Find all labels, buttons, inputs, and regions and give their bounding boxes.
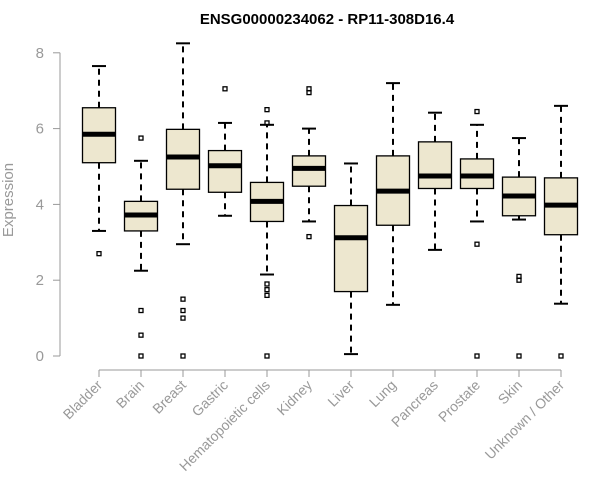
y-tick-label: 6 [36, 121, 44, 138]
y-tick-label: 0 [36, 348, 44, 365]
outlier-point [558, 353, 564, 359]
outlier-point [138, 353, 144, 359]
chart-title: ENSG00000234062 - RP11-308D16.4 [200, 11, 455, 28]
box-iqr [417, 141, 453, 190]
outlier-point [516, 353, 522, 359]
y-axis: 0 2 4 6 8 [36, 45, 61, 365]
outlier-point [180, 353, 186, 359]
y-axis-label: Expression [0, 163, 17, 237]
box-iqr [291, 155, 327, 187]
outlier-point [264, 107, 270, 113]
box-iqr [333, 204, 369, 293]
box-prostate [459, 108, 495, 359]
x-tick-label: Breast [149, 377, 189, 417]
box-liver [333, 162, 369, 356]
y-tick-label: 2 [36, 272, 44, 289]
outlier-point [138, 332, 144, 338]
y-tick-label: 4 [36, 196, 44, 213]
x-tick-label: Pancreas [388, 377, 441, 430]
outlier-point [96, 251, 102, 257]
outlier-point [222, 86, 228, 92]
x-tick-label: Bladder [60, 377, 106, 423]
x-tick-label: Kidney [274, 377, 316, 419]
box-iqr [207, 149, 243, 193]
x-tick-label: Brain [113, 377, 147, 411]
box-bladder [81, 65, 117, 257]
outlier-point [138, 307, 144, 314]
x-tick-label: Unknown / Other [482, 377, 568, 463]
outlier-point [138, 135, 144, 141]
outlier-point [474, 108, 480, 115]
outlier-point [180, 307, 186, 314]
outlier-point [180, 296, 186, 302]
box-kidney [291, 86, 327, 240]
box-brain [123, 135, 159, 359]
outlier-point [264, 287, 270, 293]
boxes [81, 42, 579, 359]
outlier-point [264, 353, 270, 359]
x-tick-label: Liver [324, 377, 357, 410]
outlier-point [474, 241, 480, 247]
x-tick-label: Prostate [435, 377, 483, 425]
outlier-point [264, 120, 270, 126]
outlier-point [264, 292, 270, 299]
outlier-point [474, 353, 480, 359]
outlier-point [180, 315, 186, 321]
x-tick-label: Skin [495, 377, 526, 408]
box-breast [165, 42, 201, 359]
box-lung [375, 82, 411, 306]
outlier-point [306, 233, 312, 240]
outlier-point [516, 277, 522, 283]
x-tick-label: Lung [366, 377, 399, 410]
box-unknown-other [543, 104, 579, 359]
box-skin [501, 137, 537, 359]
box-gastric [207, 86, 243, 217]
y-tick-label: 8 [36, 45, 44, 62]
outlier-point [306, 89, 312, 96]
box-hematopoietic-cells [249, 107, 285, 359]
box-pancreas [417, 111, 453, 251]
outlier-point [264, 281, 270, 287]
